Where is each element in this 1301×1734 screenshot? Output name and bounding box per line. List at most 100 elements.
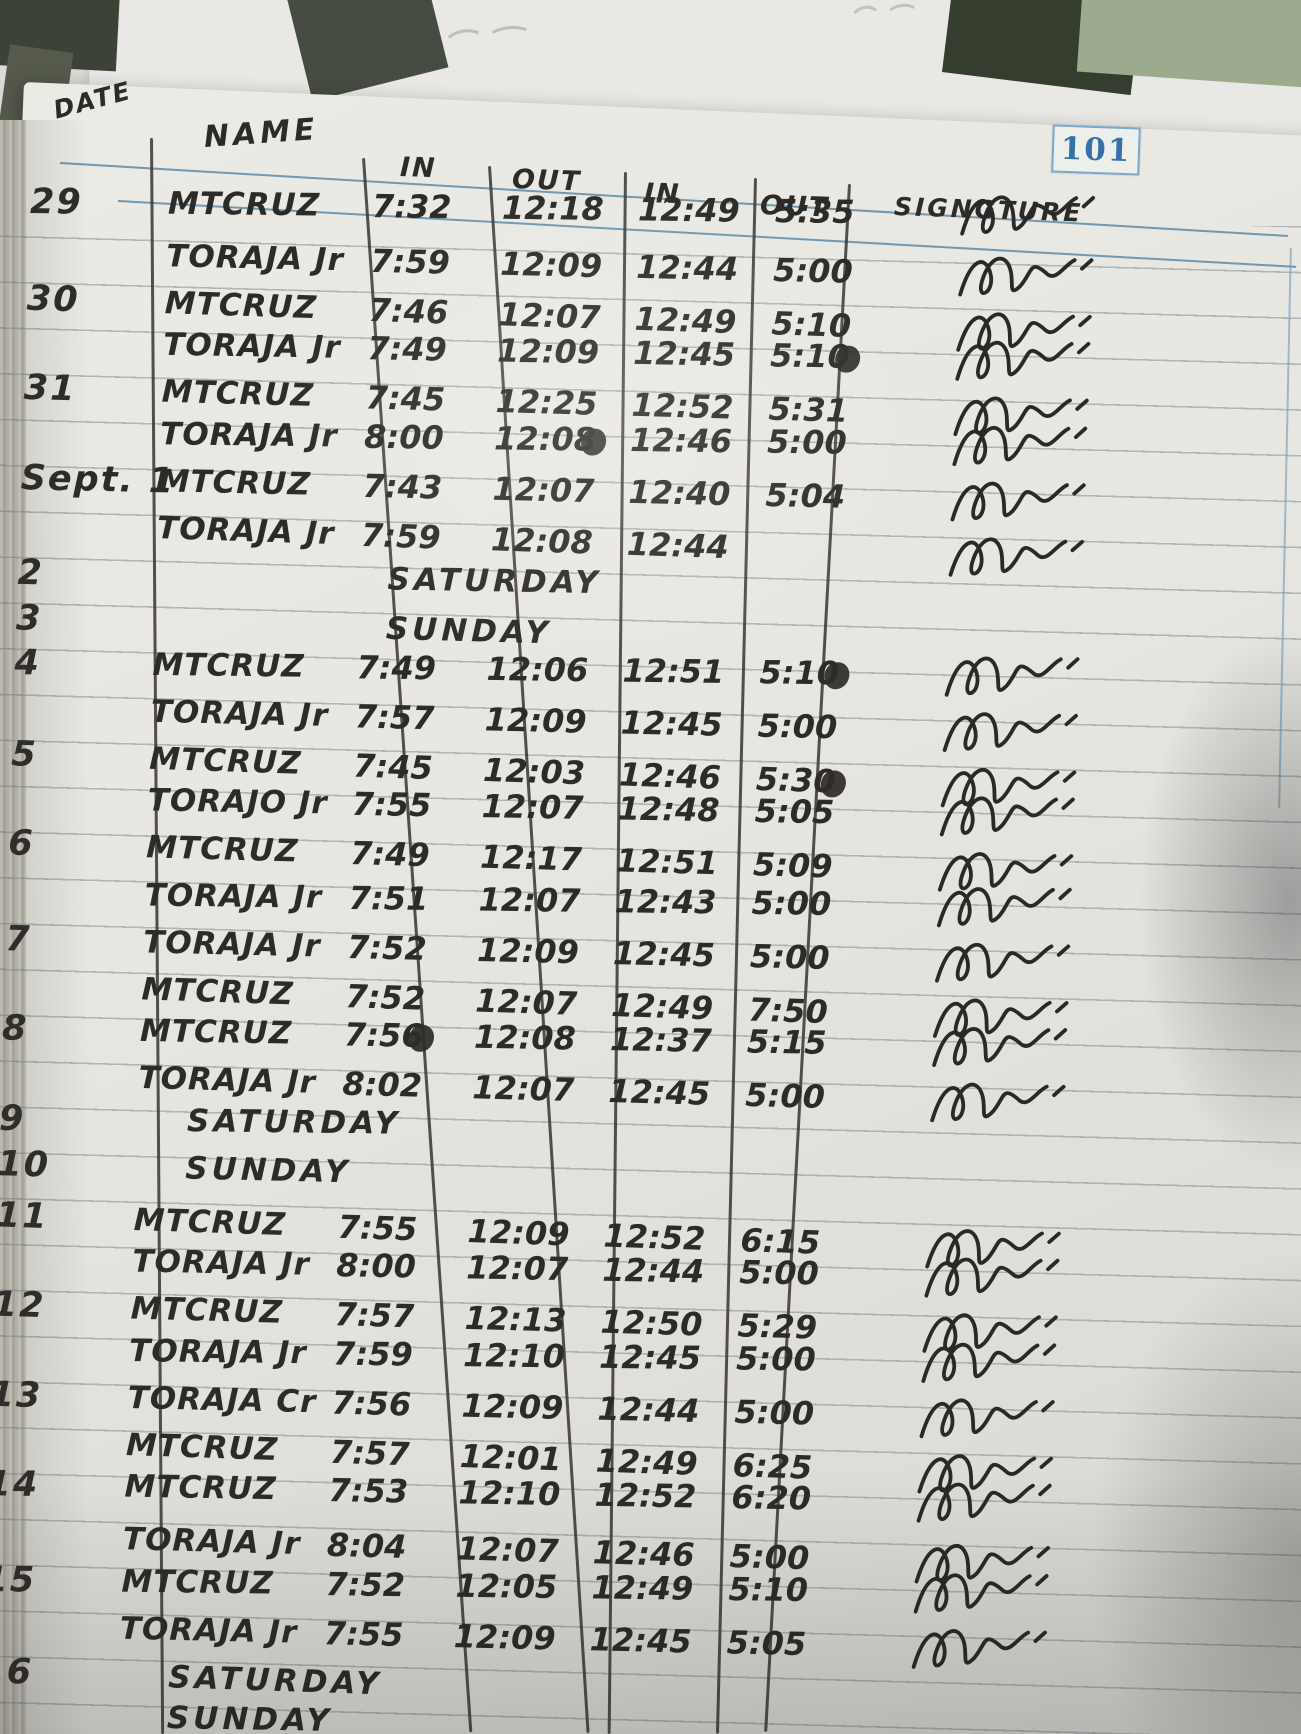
signature-scribble-icon [916, 1218, 1068, 1279]
table-row: 14 MTCRUZ 7:53 12:10 12:52 6:20 [0, 1462, 1258, 1531]
weekend-label: SUNDAY [166, 1700, 334, 1734]
table-row: 11 MTCRUZ 7:55 12:09 12:52 6:15 [0, 1192, 1267, 1281]
signature-scribble-icon [950, 246, 1101, 305]
date-cell: 3 [15, 598, 43, 640]
signature-scribble-icon [909, 1443, 1061, 1504]
signature-scribble-icon [942, 471, 1093, 530]
signature-scribble-icon [945, 386, 1097, 446]
time-out-noon-cell: 12:08 [473, 1018, 577, 1058]
time-out-evening-cell: 5:00 [734, 1392, 815, 1433]
time-in-morning-cell: 7:56 [344, 1013, 460, 1059]
table-row: TORAJO Jr 7:55 12:07 12:48 5:05 [0, 776, 1281, 845]
time-in-morning-cell: 7:52 [325, 1565, 406, 1605]
date-cell: 29 [29, 181, 83, 223]
date-cell: 16 [0, 1650, 34, 1693]
time-in-morning-cell: 7:55 [351, 785, 432, 825]
table-row: 6 MTCRUZ 7:49 12:17 12:51 5:09 [0, 821, 1279, 903]
table-row: TORAJA Jr 8:02 12:07 12:45 5:00 [0, 1051, 1272, 1133]
table-row: TORAJA Jr 7:51 12:07 12:43 5:00 [0, 871, 1278, 933]
time-out-evening-cell: 5:10 [759, 650, 885, 696]
date-cell: 15 [0, 1559, 37, 1601]
time-out-noon-cell: 12:17 [479, 837, 583, 879]
table-row: TORAJA Jr 7:57 12:09 12:45 5:00 [0, 686, 1284, 762]
table-row: TORAJA Jr 8:04 12:07 12:46 5:00 [0, 1513, 1256, 1595]
date-cell: 12 [0, 1284, 47, 1327]
table-row: 4 MTCRUZ 7:49 12:06 12:51 5:10 [0, 641, 1286, 703]
time-in-morning-cell: 7:43 [362, 466, 443, 507]
date-cell: 13 [0, 1374, 43, 1416]
ink-blot [823, 662, 850, 690]
signature-scribble-icon [944, 416, 1095, 474]
table-row: TORAJA Jr 8:00 12:07 12:44 5:00 [0, 1237, 1266, 1306]
time-in-morning-cell: 7:57 [354, 697, 435, 738]
date-cell: Sept. 1 [20, 457, 176, 502]
signature-scribble-icon [952, 185, 1103, 243]
time-out-noon-cell: 12:05 [455, 1566, 558, 1606]
signature-scribble-icon [928, 877, 1079, 935]
weekend-label: SUNDAY [184, 1150, 352, 1191]
table-row: TORAJA Jr 7:59 12:08 12:44 [0, 500, 1290, 589]
time-in-afternoon-cell: 12:45 [598, 1337, 702, 1378]
weekend-label: SATURDAY [387, 561, 602, 602]
signature-scribble-icon [905, 1563, 1056, 1621]
time-out-noon-cell: 12:09 [476, 930, 580, 972]
ink-blot [408, 1025, 434, 1053]
time-out-noon-cell: 12:10 [458, 1473, 561, 1514]
time-in-morning-cell: 7:49 [356, 648, 437, 688]
time-in-afternoon-cell: 12:49 [591, 1568, 694, 1608]
time-in-afternoon-cell: 12:44 [635, 247, 739, 288]
signature-scribble-icon [924, 987, 1076, 1048]
time-in-afternoon-cell: 12:51 [622, 651, 725, 691]
signature-scribble-icon [908, 1473, 1059, 1532]
time-out-noon-cell: 12:06 [486, 649, 589, 690]
time-in-morning-cell: 7:56 [331, 1383, 412, 1424]
weekend-label: SATURDAY [186, 1103, 402, 1142]
time-out-noon-cell: 12:07 [481, 787, 584, 828]
date-cell: 8 [1, 1008, 29, 1050]
time-in-afternoon-cell: 12:45 [632, 334, 736, 375]
signature-scribble-icon [906, 1533, 1058, 1593]
time-out-evening-cell: 6:20 [731, 1478, 812, 1518]
date-cell: 14 [0, 1464, 40, 1506]
table-row: 7 TORAJA Jr 7:52 12:09 12:45 5:00 [0, 916, 1276, 992]
table-row: TORAJA Jr 7:55 12:09 12:45 5:05 [0, 1603, 1253, 1679]
signature-scribble-icon [931, 786, 1082, 845]
time-in-afternoon-cell: 12:52 [594, 1476, 697, 1516]
background-handwriting-marks [853, 3, 915, 15]
time-in-morning-cell: 7:59 [360, 515, 442, 557]
time-in-afternoon-cell: 12:48 [617, 789, 720, 830]
time-in-morning-cell: 7:59 [369, 241, 451, 282]
time-in-afternoon-cell: 12:44 [597, 1389, 700, 1430]
time-in-afternoon-cell: 12:45 [620, 703, 724, 744]
table-row: TORAJA Jr 8:00 12:08 12:46 5:00 [0, 410, 1293, 472]
table-row: 5 MTCRUZ 7:45 12:03 12:46 5:30 [0, 731, 1282, 820]
time-out-noon-cell: 12:08 [494, 416, 625, 462]
time-in-afternoon-cell: 12:37 [609, 1020, 713, 1061]
signature-scribble-icon [932, 756, 1084, 817]
time-out-evening-cell: 5:00 [749, 936, 831, 977]
time-out-evening-cell: 5:00 [751, 883, 832, 923]
time-out-noon-cell: 12:10 [462, 1336, 566, 1376]
time-out-evening-cell: 5:10 [770, 334, 896, 380]
signature-scribble-icon [916, 1248, 1067, 1307]
time-out-noon-cell: 12:07 [466, 1248, 569, 1289]
time-out-noon-cell: 12:09 [496, 331, 600, 372]
time-out-noon-cell: 12:09 [499, 244, 603, 285]
table-row: MTCRUZ 7:52 12:07 12:49 7:50 [0, 961, 1275, 1050]
table-row: MTCRUZ 7:57 12:01 12:49 6:25 [0, 1417, 1259, 1506]
table-row: 31 MTCRUZ 7:45 12:25 12:52 5:31 [0, 365, 1295, 447]
time-out-evening-cell: 5:00 [772, 250, 854, 291]
table-row: 8 MTCRUZ 7:56 12:08 12:37 5:15 [0, 1006, 1273, 1075]
date-cell: 31 [23, 368, 78, 410]
time-in-afternoon-cell: 12:45 [612, 933, 716, 975]
signature-scribble-icon [947, 301, 1099, 362]
signature-scribble-icon [947, 331, 1098, 390]
time-out-evening-cell: 5:35 [774, 192, 855, 232]
time-in-morning-cell: 8:00 [336, 1246, 417, 1286]
time-out-noon-cell: 12:07 [492, 469, 595, 510]
time-in-afternoon-cell: 12:43 [614, 882, 717, 922]
time-out-evening-cell: 5:05 [754, 792, 835, 832]
date-cell: 2 [17, 553, 45, 594]
time-out-evening-cell: 5:00 [735, 1339, 816, 1379]
